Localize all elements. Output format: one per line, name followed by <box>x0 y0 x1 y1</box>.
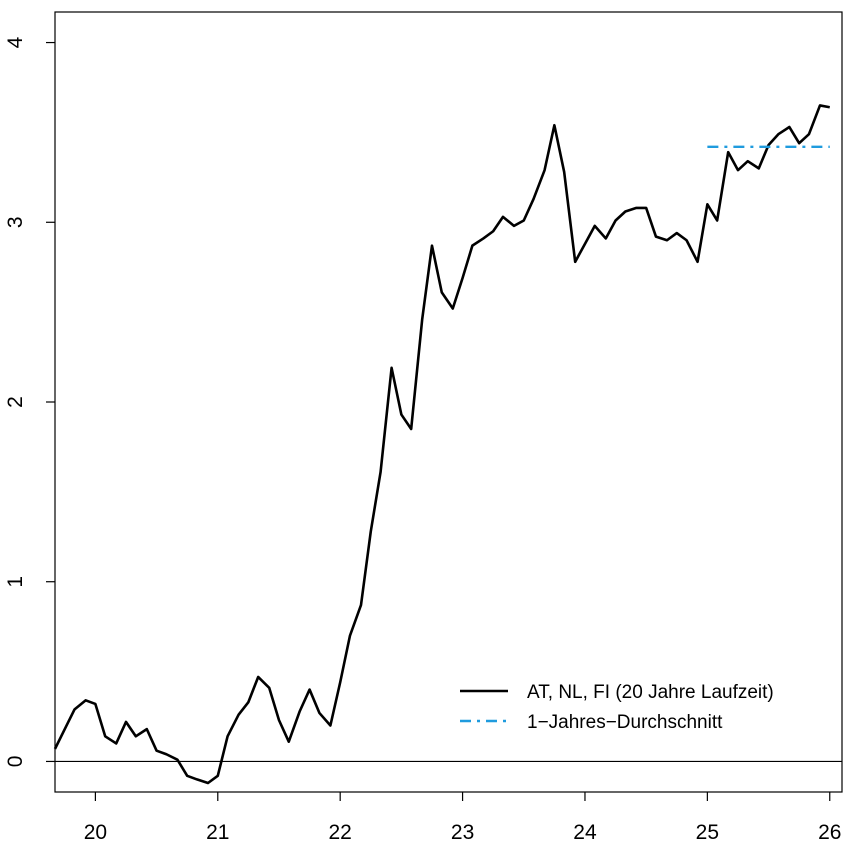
y-axis: 0 1 2 3 4 <box>4 36 55 767</box>
legend-label-1-year-average: 1−Jahres−Durchschnitt <box>527 712 723 733</box>
x-tick-label: 21 <box>206 821 229 844</box>
y-tick-label: 0 <box>4 756 27 768</box>
series-line-at-nl-fi <box>53 104 830 785</box>
x-tick-label: 25 <box>696 821 719 844</box>
y-tick-label: 3 <box>4 216 27 228</box>
x-tick-label: 20 <box>84 821 107 844</box>
legend-label-at-nl-fi: AT, NL, FI (20 Jahre Laufzeit) <box>527 682 774 703</box>
x-tick-label: 26 <box>818 821 841 844</box>
y-tick-label: 4 <box>4 36 27 48</box>
x-tick-label: 24 <box>573 821 597 844</box>
x-tick-label: 23 <box>451 821 474 844</box>
x-axis: 20 21 22 23 24 25 26 <box>84 792 841 844</box>
legend: AT, NL, FI (20 Jahre Laufzeit) 1−Jahres−… <box>460 682 774 733</box>
plot-frame <box>54 11 843 793</box>
y-tick-label: 2 <box>4 396 27 408</box>
plot-area <box>53 104 842 785</box>
y-tick-label: 1 <box>4 576 27 588</box>
x-tick-label: 22 <box>329 821 352 844</box>
